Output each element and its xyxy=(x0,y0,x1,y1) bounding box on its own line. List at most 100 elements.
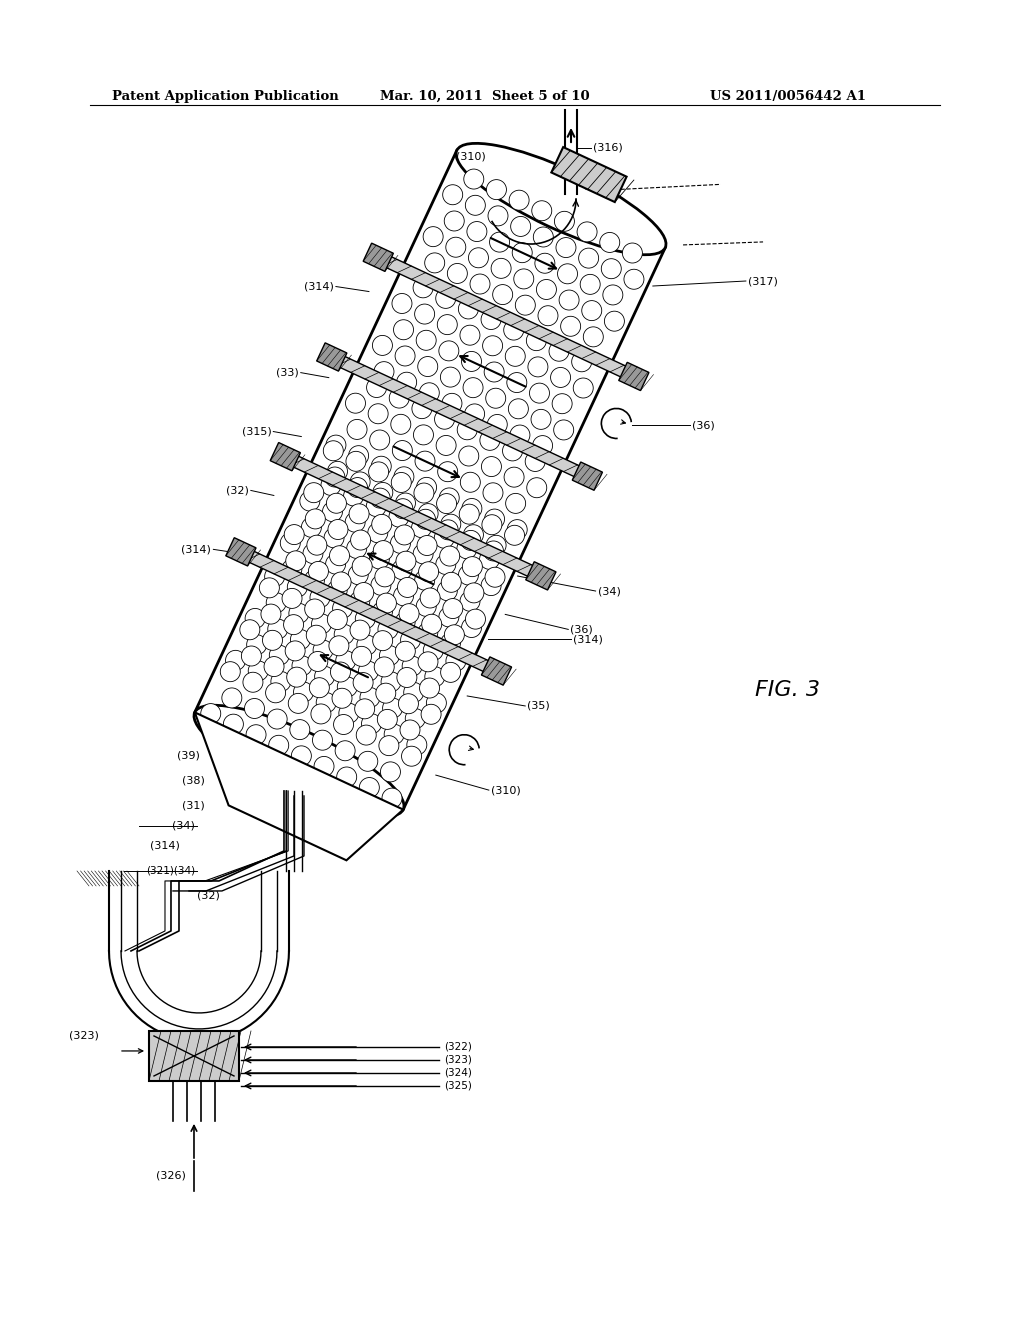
Circle shape xyxy=(350,531,371,550)
Text: (37): (37) xyxy=(202,727,225,738)
Circle shape xyxy=(349,504,369,524)
Polygon shape xyxy=(618,362,649,391)
Circle shape xyxy=(464,525,483,545)
Circle shape xyxy=(486,536,506,556)
Circle shape xyxy=(459,565,478,585)
Circle shape xyxy=(383,698,402,718)
Text: (33): (33) xyxy=(276,368,299,378)
Circle shape xyxy=(482,515,502,535)
Circle shape xyxy=(437,462,458,482)
Circle shape xyxy=(352,556,372,577)
Circle shape xyxy=(467,222,486,242)
Polygon shape xyxy=(525,562,556,590)
Circle shape xyxy=(323,502,342,521)
Text: (323): (323) xyxy=(69,1031,99,1041)
Circle shape xyxy=(346,451,366,471)
Circle shape xyxy=(444,624,464,644)
Circle shape xyxy=(507,372,526,392)
Circle shape xyxy=(440,367,461,387)
Circle shape xyxy=(287,667,307,688)
Circle shape xyxy=(321,475,341,495)
Circle shape xyxy=(582,301,602,321)
Circle shape xyxy=(556,238,575,257)
Circle shape xyxy=(380,645,399,665)
Text: (314): (314) xyxy=(151,841,180,851)
Circle shape xyxy=(460,591,480,611)
Circle shape xyxy=(464,169,483,189)
Circle shape xyxy=(372,457,391,477)
Circle shape xyxy=(535,253,555,273)
Circle shape xyxy=(397,668,417,688)
Circle shape xyxy=(308,652,328,672)
Circle shape xyxy=(526,330,547,351)
Circle shape xyxy=(292,746,311,766)
Circle shape xyxy=(351,647,372,667)
Circle shape xyxy=(400,719,420,741)
Circle shape xyxy=(240,620,260,640)
Circle shape xyxy=(381,672,401,692)
Circle shape xyxy=(425,667,444,686)
Text: (314): (314) xyxy=(573,635,603,644)
Circle shape xyxy=(398,694,419,714)
Circle shape xyxy=(440,634,461,653)
Circle shape xyxy=(376,684,395,704)
Circle shape xyxy=(461,473,480,492)
Text: (32): (32) xyxy=(226,486,249,495)
Circle shape xyxy=(400,630,421,649)
Circle shape xyxy=(441,573,461,593)
Circle shape xyxy=(481,576,501,595)
Circle shape xyxy=(560,317,581,337)
Circle shape xyxy=(328,520,348,540)
Circle shape xyxy=(392,293,412,313)
Text: (322): (322) xyxy=(444,1041,472,1052)
Circle shape xyxy=(412,517,431,537)
Circle shape xyxy=(264,656,284,677)
Circle shape xyxy=(360,688,380,708)
Circle shape xyxy=(483,541,504,561)
Polygon shape xyxy=(316,343,347,371)
Text: (317): (317) xyxy=(748,276,778,286)
Text: (310): (310) xyxy=(490,785,520,795)
Circle shape xyxy=(268,735,289,755)
Circle shape xyxy=(571,351,592,372)
Circle shape xyxy=(333,598,352,618)
Circle shape xyxy=(350,591,370,611)
Circle shape xyxy=(300,491,319,511)
Circle shape xyxy=(326,554,346,574)
Text: (315): (315) xyxy=(242,426,271,437)
Circle shape xyxy=(440,663,461,682)
Circle shape xyxy=(444,211,464,231)
Circle shape xyxy=(417,536,437,556)
Text: (34): (34) xyxy=(598,586,621,597)
Circle shape xyxy=(438,520,458,540)
Text: (32): (32) xyxy=(198,891,220,902)
Circle shape xyxy=(604,312,625,331)
Circle shape xyxy=(421,705,441,725)
Polygon shape xyxy=(148,1031,239,1081)
Circle shape xyxy=(418,356,437,376)
Circle shape xyxy=(418,504,438,524)
Circle shape xyxy=(245,698,264,718)
Circle shape xyxy=(466,609,485,630)
Circle shape xyxy=(389,388,410,408)
Circle shape xyxy=(419,562,438,582)
Circle shape xyxy=(528,356,548,378)
Circle shape xyxy=(370,430,390,450)
Circle shape xyxy=(201,704,221,723)
Circle shape xyxy=(416,510,435,529)
Circle shape xyxy=(395,494,416,513)
Circle shape xyxy=(324,528,344,548)
Circle shape xyxy=(374,362,394,381)
Circle shape xyxy=(291,630,310,649)
Text: (314): (314) xyxy=(304,281,334,292)
Polygon shape xyxy=(195,150,666,809)
Circle shape xyxy=(344,486,364,506)
Circle shape xyxy=(463,378,483,397)
Circle shape xyxy=(442,393,462,413)
Polygon shape xyxy=(572,462,602,490)
Circle shape xyxy=(381,762,400,781)
Text: (38): (38) xyxy=(182,776,205,785)
Circle shape xyxy=(369,404,388,424)
Circle shape xyxy=(461,531,481,550)
Circle shape xyxy=(310,587,330,607)
